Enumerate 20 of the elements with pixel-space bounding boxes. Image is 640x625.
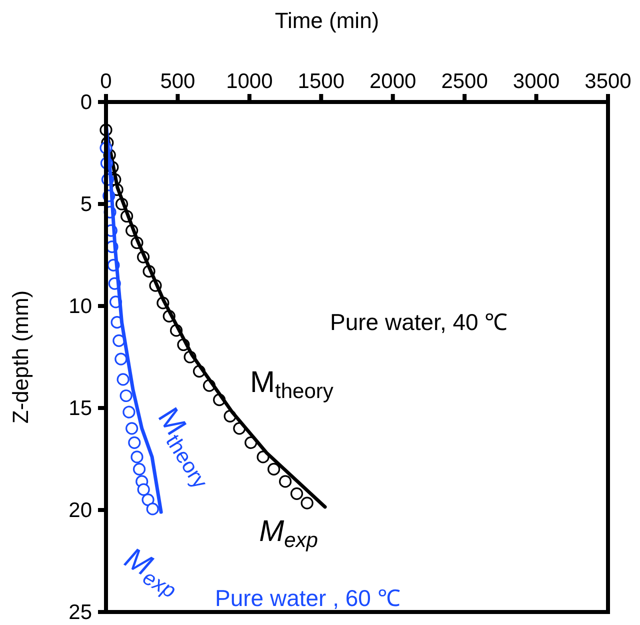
annotation: Pure water , 60 ℃ — [215, 585, 400, 611]
x-tick-label: 1500 — [298, 70, 344, 93]
x-tick-label: 1000 — [226, 70, 273, 93]
x-tick-label: 3500 — [584, 70, 632, 93]
x-axis-title: Time (min) — [274, 8, 380, 33]
y-tick-label: 25 — [68, 601, 92, 624]
x-tick-label: 2000 — [370, 70, 416, 93]
y-tick-label: 15 — [68, 397, 92, 420]
x-tick-label: 500 — [160, 70, 196, 93]
y-tick-label: 20 — [68, 499, 92, 522]
y-tick-label: 5 — [80, 193, 92, 216]
series-label: M$_{exp}$ — [259, 515, 318, 552]
x-tick-label: 0 — [100, 70, 112, 93]
y-tick-label: 10 — [68, 295, 92, 318]
x-tick-label: 2500 — [441, 70, 488, 93]
x-tick-label: 3000 — [512, 70, 560, 93]
y-tick-label: 0 — [80, 91, 92, 114]
series-label: M$_{theory}$ — [250, 366, 334, 404]
y-axis-title: Z-depth (mm) — [8, 290, 33, 424]
annotation: Pure water, 40 ℃ — [330, 309, 508, 335]
